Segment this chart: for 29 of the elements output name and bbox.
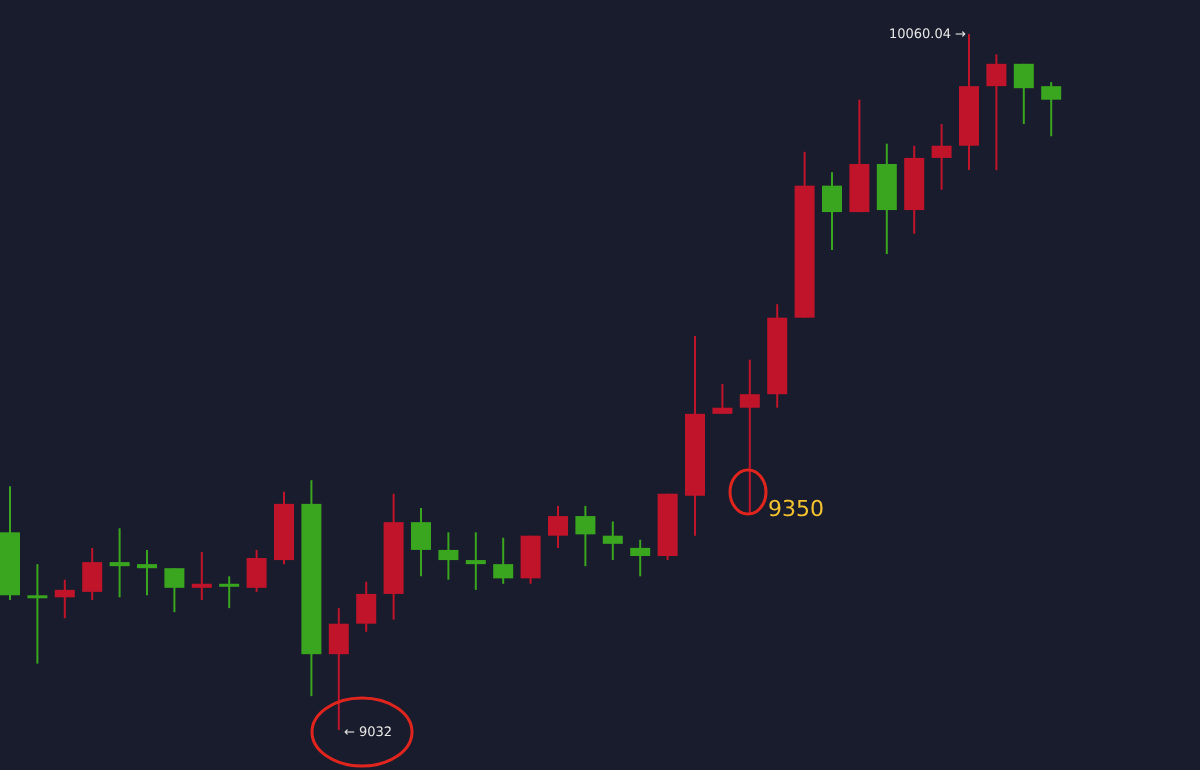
candlestick <box>219 575 240 610</box>
candlestick <box>986 53 1007 172</box>
candlestick <box>465 531 486 591</box>
candlestick <box>931 123 952 191</box>
candlestick <box>82 546 103 602</box>
candlestick <box>493 536 514 585</box>
candlestick <box>1013 62 1034 126</box>
candlestick <box>548 504 568 549</box>
candlestick <box>739 358 760 516</box>
candlestick <box>27 563 48 665</box>
candlestick <box>822 171 842 251</box>
candlestick <box>1041 81 1062 138</box>
candlestick <box>876 142 897 256</box>
candlestick <box>328 607 349 731</box>
candlestick <box>602 520 623 562</box>
candlestick <box>356 580 377 633</box>
candlestick <box>191 550 212 602</box>
candlestick <box>54 578 75 620</box>
annotation: 9350 <box>768 496 824 522</box>
candlestick <box>630 538 651 578</box>
candlestick <box>438 531 459 581</box>
candlestick <box>411 506 431 578</box>
candlestick <box>575 504 596 568</box>
candlestick <box>137 548 157 597</box>
candlestick <box>109 527 130 599</box>
candlestick <box>520 534 541 585</box>
candlestick <box>164 567 185 614</box>
candlestick <box>246 548 267 593</box>
candlestick <box>712 383 733 415</box>
